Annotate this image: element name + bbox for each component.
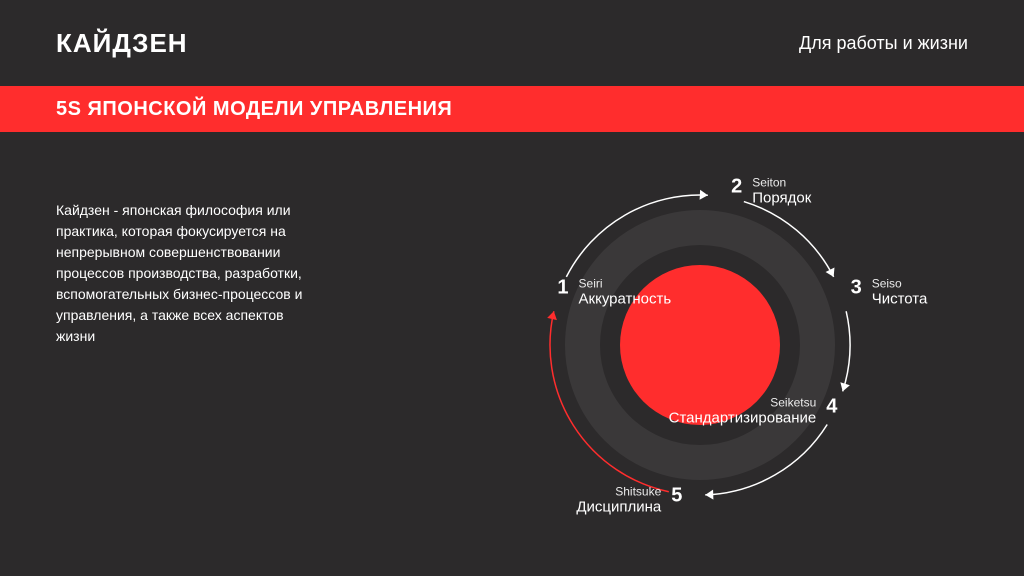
diagram-node-ru: Чистота: [872, 290, 928, 307]
diagram-node-number: 2: [731, 176, 742, 199]
diagram-node-ru: Аккуратность: [579, 290, 672, 307]
diagram-node: SeiketsuСтандартизирование 4: [637, 395, 837, 426]
diagram-node: 3 SeisoЧистота: [851, 276, 1024, 307]
diagram-node: 2 SeitonПорядок: [731, 176, 931, 207]
page-title: КАЙДЗЕН: [56, 28, 188, 59]
slide: КАЙДЗЕН Для работы и жизни 5S ЯПОНСКОЙ М…: [0, 0, 1024, 576]
diagram-node-jp: Seiketsu: [669, 395, 817, 409]
diagram-node: ShitsukeДисциплина 5: [482, 485, 682, 516]
diagram-node-number: 5: [671, 485, 682, 508]
diagram-node-number: 4: [826, 395, 837, 418]
section-banner: 5S ЯПОНСКОЙ МОДЕЛИ УПРАВЛЕНИЯ: [0, 86, 1024, 132]
header: КАЙДЗЕН Для работы и жизни: [0, 0, 1024, 86]
diagram-node-jp: Seiton: [752, 176, 811, 190]
diagram-node-jp: Seiri: [579, 276, 672, 290]
page-subtitle: Для работы и жизни: [799, 33, 968, 54]
description-text: Кайдзен - японская философия или практик…: [56, 200, 306, 347]
diagram-node-ru: Дисциплина: [576, 499, 661, 516]
diagram-node-number: 3: [851, 276, 862, 299]
five-s-diagram: 1 SeiriАккуратность 2 SeitonПорядок 3 SeisoЧи…: [420, 150, 980, 570]
diagram-node-ru: Стандартизирование: [669, 409, 817, 426]
diagram-node-ru: Порядок: [752, 190, 811, 207]
diagram-node-number: 1: [557, 276, 568, 299]
banner-text: 5S ЯПОНСКОЙ МОДЕЛИ УПРАВЛЕНИЯ: [56, 98, 452, 121]
diagram-node-jp: Shitsuke: [576, 485, 661, 499]
diagram-node-jp: Seiso: [872, 276, 928, 290]
diagram-node: 1 SeiriАккуратность: [557, 276, 757, 307]
